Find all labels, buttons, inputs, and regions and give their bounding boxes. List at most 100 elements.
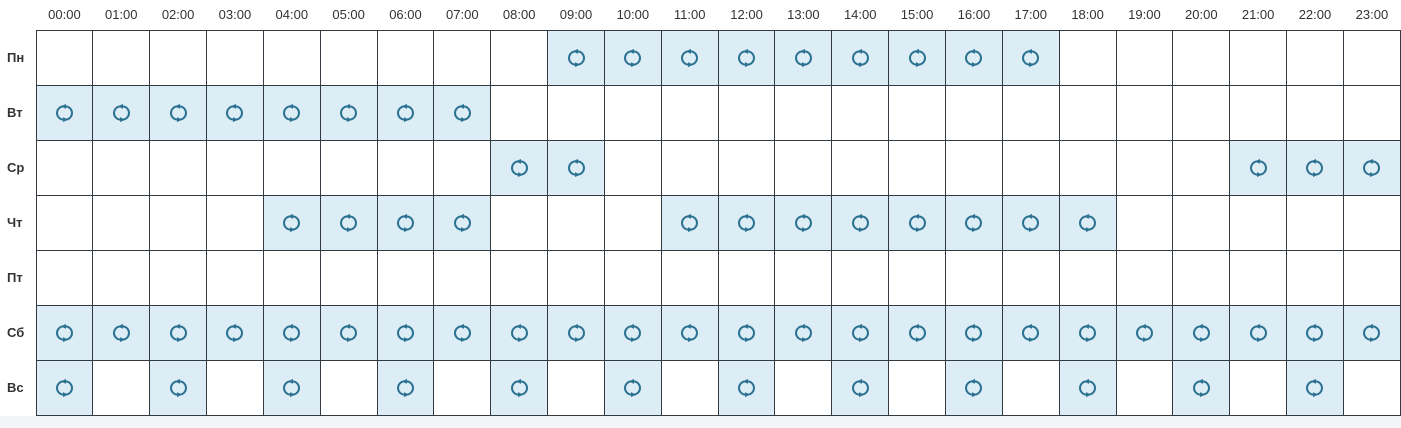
schedule-cell[interactable] xyxy=(945,304,1003,361)
schedule-cell[interactable] xyxy=(490,84,549,141)
schedule-cell[interactable] xyxy=(206,249,264,306)
schedule-cell[interactable] xyxy=(376,194,435,251)
schedule-cell[interactable] xyxy=(319,29,378,86)
schedule-cell[interactable] xyxy=(831,249,890,306)
schedule-cell[interactable] xyxy=(490,194,549,251)
schedule-cell[interactable] xyxy=(1286,249,1344,306)
schedule-cell[interactable] xyxy=(1001,194,1060,251)
schedule-cell[interactable] xyxy=(376,84,435,141)
schedule-cell[interactable] xyxy=(1172,359,1231,416)
schedule-cell[interactable] xyxy=(660,249,719,306)
schedule-cell[interactable] xyxy=(262,29,321,86)
schedule-cell[interactable] xyxy=(319,304,378,361)
schedule-cell[interactable] xyxy=(1172,249,1231,306)
schedule-cell[interactable] xyxy=(206,194,264,251)
schedule-cell[interactable] xyxy=(319,359,378,416)
schedule-cell[interactable] xyxy=(1286,359,1344,416)
schedule-cell[interactable] xyxy=(35,249,94,306)
schedule-cell[interactable] xyxy=(888,304,946,361)
schedule-cell[interactable] xyxy=(831,304,890,361)
schedule-cell[interactable] xyxy=(603,84,662,141)
schedule-cell[interactable] xyxy=(945,29,1003,86)
schedule-cell[interactable] xyxy=(774,304,833,361)
schedule-cell[interactable] xyxy=(1229,249,1288,306)
schedule-cell[interactable] xyxy=(1058,359,1117,416)
schedule-cell[interactable] xyxy=(1229,359,1288,416)
schedule-cell[interactable] xyxy=(1229,194,1288,251)
schedule-cell[interactable] xyxy=(1058,304,1117,361)
schedule-cell[interactable] xyxy=(92,194,151,251)
schedule-cell[interactable] xyxy=(149,249,208,306)
schedule-cell[interactable] xyxy=(1115,304,1174,361)
schedule-cell[interactable] xyxy=(1172,194,1231,251)
schedule-cell[interactable] xyxy=(376,139,435,196)
schedule-cell[interactable] xyxy=(547,139,605,196)
schedule-cell[interactable] xyxy=(262,84,321,141)
schedule-cell[interactable] xyxy=(717,359,776,416)
schedule-cell[interactable] xyxy=(888,139,946,196)
schedule-cell[interactable] xyxy=(35,139,94,196)
schedule-cell[interactable] xyxy=(1342,139,1401,196)
schedule-cell[interactable] xyxy=(1172,304,1231,361)
schedule-cell[interactable] xyxy=(603,29,662,86)
schedule-cell[interactable] xyxy=(945,249,1003,306)
schedule-cell[interactable] xyxy=(1115,249,1174,306)
schedule-cell[interactable] xyxy=(1342,84,1401,141)
schedule-cell[interactable] xyxy=(35,304,94,361)
schedule-cell[interactable] xyxy=(831,84,890,141)
schedule-cell[interactable] xyxy=(319,139,378,196)
schedule-cell[interactable] xyxy=(490,249,549,306)
schedule-cell[interactable] xyxy=(92,249,151,306)
schedule-cell[interactable] xyxy=(945,194,1003,251)
schedule-cell[interactable] xyxy=(1342,304,1401,361)
schedule-cell[interactable] xyxy=(433,304,492,361)
schedule-cell[interactable] xyxy=(888,29,946,86)
schedule-cell[interactable] xyxy=(149,29,208,86)
schedule-cell[interactable] xyxy=(717,84,776,141)
schedule-cell[interactable] xyxy=(92,139,151,196)
schedule-cell[interactable] xyxy=(35,29,94,86)
schedule-cell[interactable] xyxy=(92,29,151,86)
schedule-cell[interactable] xyxy=(1001,249,1060,306)
schedule-cell[interactable] xyxy=(945,84,1003,141)
schedule-cell[interactable] xyxy=(376,304,435,361)
schedule-cell[interactable] xyxy=(831,194,890,251)
schedule-cell[interactable] xyxy=(717,29,776,86)
schedule-cell[interactable] xyxy=(92,304,151,361)
schedule-cell[interactable] xyxy=(603,249,662,306)
schedule-cell[interactable] xyxy=(262,139,321,196)
schedule-cell[interactable] xyxy=(319,194,378,251)
schedule-cell[interactable] xyxy=(262,359,321,416)
schedule-cell[interactable] xyxy=(149,304,208,361)
schedule-cell[interactable] xyxy=(774,139,833,196)
schedule-cell[interactable] xyxy=(1001,304,1060,361)
schedule-cell[interactable] xyxy=(1058,29,1117,86)
schedule-cell[interactable] xyxy=(433,139,492,196)
schedule-cell[interactable] xyxy=(490,29,549,86)
schedule-cell[interactable] xyxy=(92,359,151,416)
schedule-cell[interactable] xyxy=(206,84,264,141)
schedule-cell[interactable] xyxy=(831,29,890,86)
schedule-cell[interactable] xyxy=(1286,139,1344,196)
schedule-cell[interactable] xyxy=(660,139,719,196)
schedule-cell[interactable] xyxy=(660,84,719,141)
schedule-cell[interactable] xyxy=(1001,84,1060,141)
schedule-cell[interactable] xyxy=(149,139,208,196)
schedule-cell[interactable] xyxy=(490,304,549,361)
schedule-cell[interactable] xyxy=(1001,29,1060,86)
schedule-cell[interactable] xyxy=(717,304,776,361)
schedule-cell[interactable] xyxy=(206,304,264,361)
schedule-cell[interactable] xyxy=(149,194,208,251)
schedule-cell[interactable] xyxy=(774,194,833,251)
schedule-cell[interactable] xyxy=(603,359,662,416)
schedule-cell[interactable] xyxy=(547,359,605,416)
schedule-cell[interactable] xyxy=(206,29,264,86)
schedule-cell[interactable] xyxy=(603,304,662,361)
schedule-cell[interactable] xyxy=(1286,194,1344,251)
schedule-cell[interactable] xyxy=(1229,304,1288,361)
schedule-cell[interactable] xyxy=(774,84,833,141)
schedule-cell[interactable] xyxy=(433,84,492,141)
schedule-cell[interactable] xyxy=(433,194,492,251)
schedule-cell[interactable] xyxy=(717,194,776,251)
schedule-cell[interactable] xyxy=(888,249,946,306)
